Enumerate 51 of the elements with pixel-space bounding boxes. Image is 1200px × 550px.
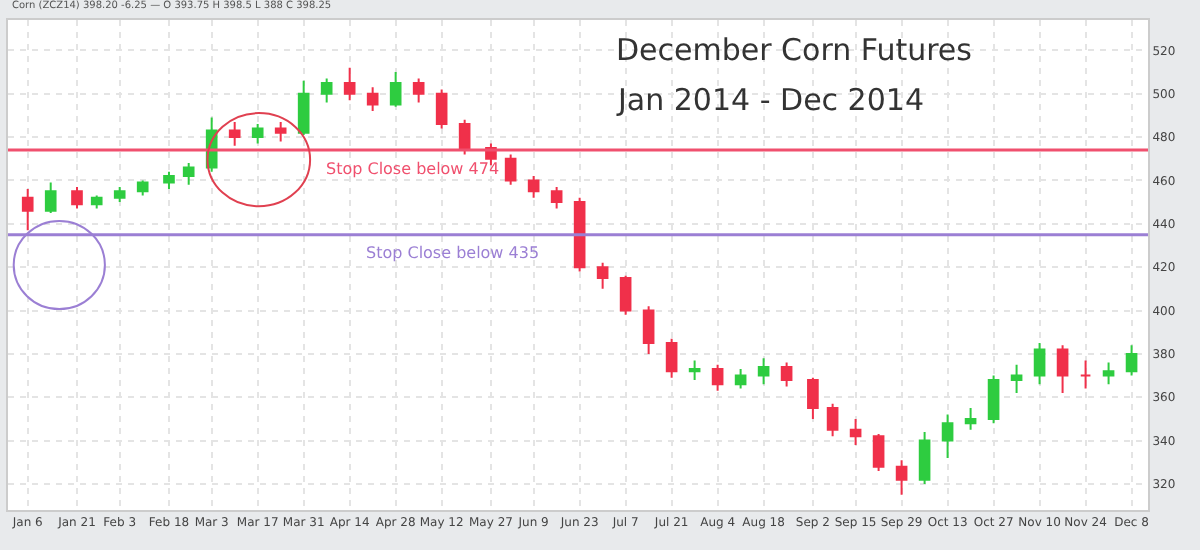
candlestick	[458, 118, 471, 156]
candlestick	[849, 417, 862, 446]
candlestick	[44, 181, 57, 214]
candlestick	[780, 361, 793, 388]
candlestick	[826, 402, 839, 438]
candlestick	[274, 120, 287, 143]
candlestick	[182, 162, 195, 186]
candlestick	[757, 357, 770, 386]
candlestick	[1079, 359, 1092, 390]
candlestick	[90, 194, 103, 210]
candlestick	[895, 459, 908, 496]
candlestick	[412, 77, 425, 104]
text: December Corn Futures	[616, 32, 973, 68]
candlestick	[1033, 342, 1046, 386]
candlestick	[504, 153, 517, 186]
candlestick	[573, 196, 586, 273]
candlestick	[550, 185, 563, 210]
candlestick	[941, 413, 954, 459]
candlestick	[872, 433, 885, 472]
candlestick	[619, 274, 632, 316]
candlestick	[964, 407, 977, 431]
candlestick	[71, 185, 83, 210]
candlestick	[21, 188, 34, 232]
candlestick	[987, 374, 1000, 425]
candlestick	[527, 175, 540, 199]
candlestick	[596, 261, 609, 290]
ref-line-label: Stop Close below 474	[326, 160, 500, 178]
candlestick	[366, 86, 379, 113]
candlestick	[665, 337, 678, 379]
candlestick	[1010, 363, 1023, 394]
candlestick	[711, 363, 724, 392]
candlestick	[642, 305, 655, 355]
candlestick	[389, 71, 402, 108]
candlestick	[136, 179, 149, 197]
candlestick	[1102, 361, 1115, 386]
text: Jan 2014 - Dec 2014	[616, 82, 924, 118]
candlestick	[807, 376, 819, 420]
candlestick	[228, 120, 241, 147]
ref-line-label: Stop Close below 435	[366, 244, 540, 262]
candlestick	[688, 359, 701, 381]
candlestick	[163, 170, 175, 191]
candlestick	[734, 368, 747, 390]
candlestick	[297, 79, 310, 136]
candlestick	[435, 88, 448, 130]
candlestick	[1056, 344, 1069, 394]
candlestick	[251, 123, 264, 145]
candlestick	[1125, 344, 1138, 377]
candlestick	[113, 185, 126, 204]
candlestick	[918, 430, 931, 485]
candlestick	[320, 77, 333, 104]
candlestick	[343, 66, 356, 102]
